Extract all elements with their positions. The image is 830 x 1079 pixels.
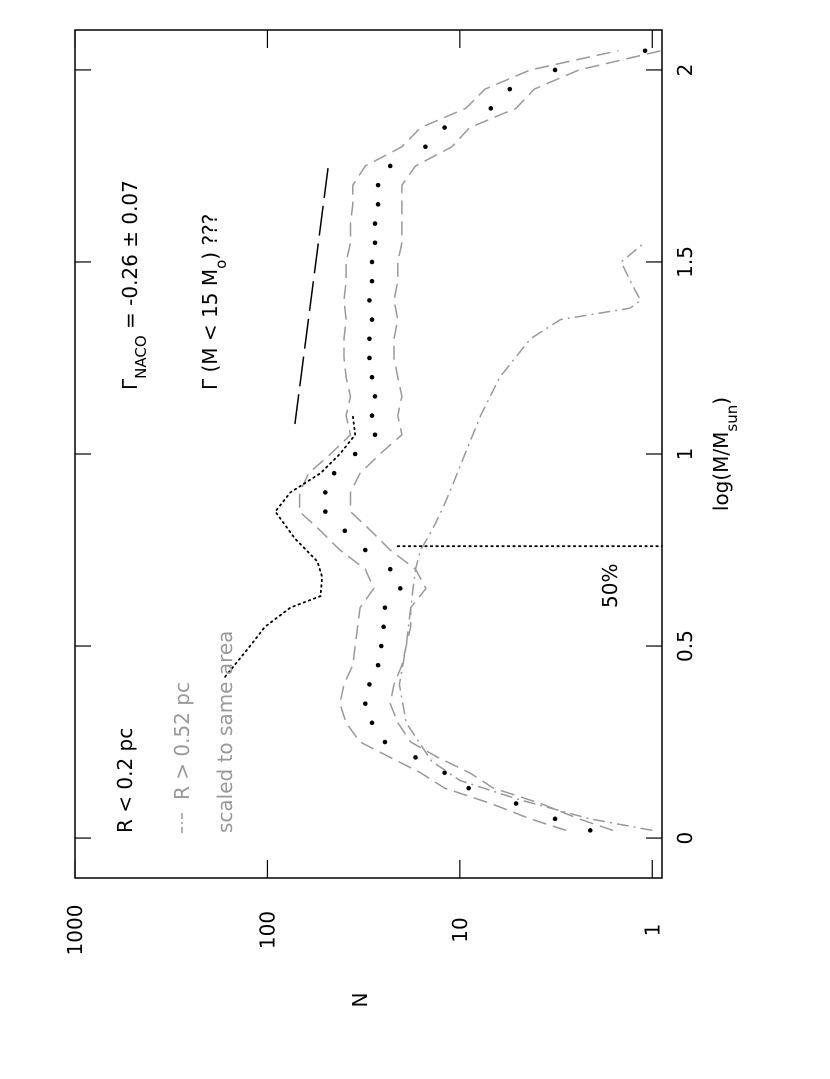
- data-dot: [552, 67, 558, 73]
- annotation-part: o: [212, 260, 230, 269]
- data-dot: [552, 816, 558, 822]
- data-dot: [381, 624, 386, 630]
- data-dot: [367, 336, 372, 342]
- data-dot: [413, 755, 418, 760]
- data-dot: [342, 528, 348, 534]
- x-tick-label: 1.5: [673, 246, 697, 278]
- annotation: R < 0.2 pc: [113, 728, 137, 833]
- x-tick-label: 0: [673, 832, 697, 845]
- data-dot: [397, 586, 403, 591]
- data-dot: [382, 739, 388, 745]
- annotation-part: NACO: [132, 335, 150, 379]
- data-dot: [369, 413, 375, 418]
- annotation-part: scaled to same area: [213, 631, 237, 833]
- data-dot: [323, 509, 328, 514]
- data-dot: [423, 144, 428, 150]
- data-dot: [375, 202, 381, 207]
- data-dot: [352, 451, 358, 457]
- data-dot: [369, 374, 375, 380]
- data-dot: [369, 278, 375, 284]
- y-tick-label: 10: [448, 917, 472, 942]
- annotation-part: ) ???: [198, 214, 222, 260]
- annotation-part: 50%: [598, 564, 622, 608]
- plot-frame: [74, 29, 663, 879]
- annotation: scaled to same area: [213, 631, 237, 833]
- x-axis-label-part: sun: [723, 405, 741, 432]
- y-tick-label: 1: [640, 924, 664, 937]
- series-line: [349, 49, 662, 832]
- annotation: ΓNACO = -0.26 ± 0.07: [118, 180, 150, 390]
- annotation: 50%: [598, 564, 622, 608]
- data-dot: [513, 801, 519, 806]
- x-axis-label-part: log(M/M: [709, 432, 733, 512]
- data-dot: [362, 701, 368, 706]
- data-dot: [378, 643, 384, 649]
- data-dot: [369, 317, 375, 322]
- data-dot: [331, 470, 337, 476]
- x-tick-label: 2: [673, 64, 697, 77]
- y-tick-label: 1000: [63, 905, 87, 956]
- series-line: [398, 242, 653, 832]
- annotation: Γ (M < 15 Mo) ???: [198, 214, 230, 390]
- data-dot: [375, 662, 381, 668]
- data-dot: [367, 682, 372, 687]
- data-dot: [323, 490, 328, 495]
- data-dot: [369, 720, 375, 726]
- x-tick-label: 0.5: [673, 630, 697, 662]
- data-dot: [369, 259, 375, 265]
- series-line: [294, 162, 330, 425]
- data-dot: [382, 605, 388, 610]
- annotation-part: Γ (M < 15 M: [198, 269, 222, 390]
- data-dot: [367, 355, 372, 361]
- legend-label: R > 0.52 pc: [170, 682, 194, 800]
- data-dot: [372, 240, 378, 246]
- data-dot: [367, 298, 372, 303]
- plot-area: 0 0.5 1 1.5 2 1 10 100 1000 log(M/Msun) N ΓNACO = -…: [63, 29, 741, 1008]
- x-axis-label-part: ): [709, 397, 733, 405]
- x-tick-label: 1: [673, 448, 697, 461]
- series-line: [298, 49, 619, 832]
- data-dot: [442, 770, 447, 776]
- data-dot: [387, 163, 393, 169]
- data-dot: [587, 828, 593, 833]
- y-tick-label: 100: [255, 911, 279, 949]
- data-dot: [372, 432, 378, 438]
- data-dot: [372, 394, 378, 399]
- data-dot: [642, 48, 648, 54]
- x-axis-label: log(M/Msun): [709, 397, 741, 511]
- y-axis-label: N: [348, 993, 372, 1008]
- annotation-part: R < 0.2 pc: [113, 728, 137, 833]
- legend-label-part: R > 0.52 pc: [170, 682, 194, 800]
- data-dot: [387, 566, 393, 572]
- data-dot: [442, 125, 447, 130]
- data-dot: [372, 221, 378, 226]
- data-dot: [375, 182, 381, 188]
- data-dot: [466, 785, 471, 791]
- data-dot: [488, 106, 494, 111]
- data-dot: [362, 547, 368, 553]
- annotation-part: Γ: [118, 378, 142, 390]
- data-dot: [507, 86, 513, 92]
- annotation-part: = -0.26 ± 0.07: [118, 180, 142, 335]
